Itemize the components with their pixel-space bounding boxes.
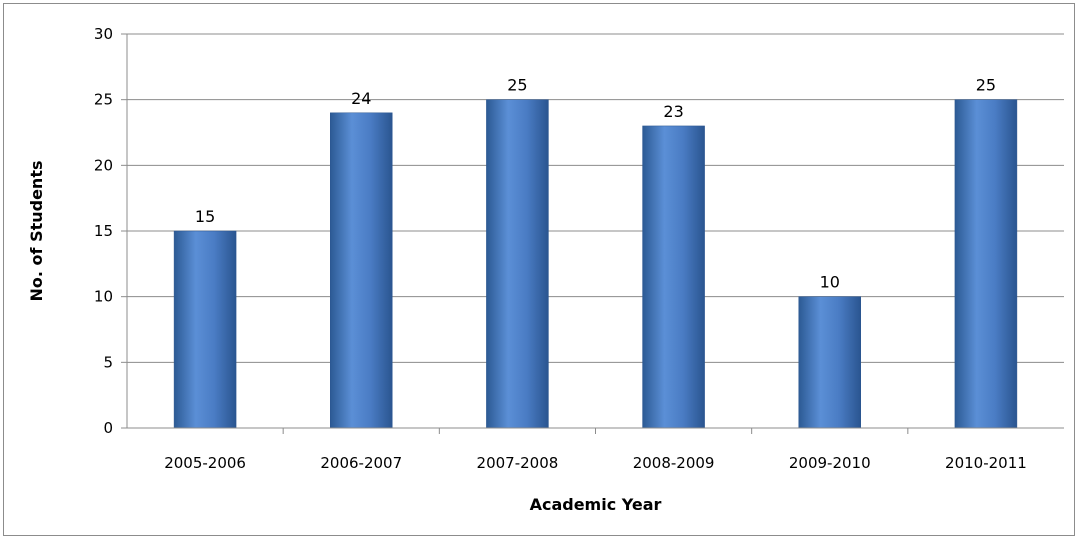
data-label-2005-2006: 15 (195, 207, 215, 226)
data-label-2007-2008: 25 (507, 76, 527, 95)
x-tick-label-2005-2006: 2005-2006 (164, 454, 246, 472)
y-tick-label: 25 (94, 91, 113, 109)
y-axis-ticks: 0 5 10 15 20 25 30 (94, 25, 127, 437)
y-tick-label: 5 (103, 353, 113, 371)
y-tick-label: 30 (94, 25, 113, 43)
y-tick-label: 20 (94, 156, 113, 174)
bar-2010-2011 (954, 99, 1018, 429)
x-axis-title: Academic Year (530, 495, 662, 514)
data-labels: 15 24 25 23 10 25 (195, 76, 996, 292)
x-axis-ticks: 2005-2006 2006-2007 2007-2008 2008-2009 2009… (164, 428, 1027, 472)
x-tick-label-2010-2011: 2010-2011 (945, 454, 1027, 472)
x-tick-label-2007-2008: 2007-2008 (477, 454, 559, 472)
y-axis-title: No. of Students (27, 161, 46, 302)
bar-2008-2009 (642, 125, 705, 429)
data-label-2008-2009: 23 (663, 102, 683, 121)
x-tick-label-2008-2009: 2008-2009 (633, 454, 715, 472)
data-label-2009-2010: 10 (820, 273, 840, 292)
bar-2009-2010 (798, 296, 861, 429)
x-tick-label-2009-2010: 2009-2010 (789, 454, 871, 472)
bars (173, 99, 1018, 429)
data-label-2010-2011: 25 (976, 76, 996, 95)
data-label-2006-2007: 24 (351, 89, 371, 108)
y-tick-label: 10 (94, 288, 113, 306)
gridlines (127, 33, 1064, 363)
bar-2005-2006 (173, 230, 237, 429)
bar-2007-2008 (486, 99, 549, 429)
x-tick-label-2006-2007: 2006-2007 (320, 454, 402, 472)
bar-2006-2007 (330, 112, 393, 429)
y-tick-label: 15 (94, 222, 113, 240)
y-tick-label: 0 (103, 419, 113, 437)
